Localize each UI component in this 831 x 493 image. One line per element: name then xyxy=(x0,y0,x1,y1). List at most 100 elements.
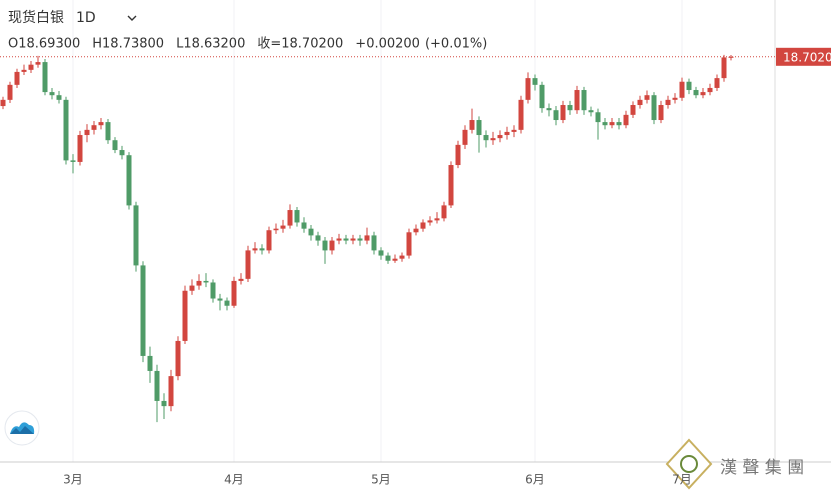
interval[interactable]: 1D xyxy=(76,10,96,26)
x-tick-label: 3月 xyxy=(63,473,83,487)
candle-body xyxy=(469,120,475,130)
candle-body xyxy=(161,400,167,407)
candle-body xyxy=(637,99,643,106)
candle-body xyxy=(378,250,384,256)
candle-body xyxy=(455,144,461,166)
candle-body xyxy=(630,105,636,115)
candle-body xyxy=(175,340,181,377)
candle-body xyxy=(168,376,174,407)
candle-body xyxy=(154,370,160,401)
candle-body xyxy=(224,300,230,306)
watermark-logo xyxy=(665,438,713,490)
candle-body xyxy=(546,108,552,111)
candle-body xyxy=(434,218,440,221)
candle-body xyxy=(427,220,433,223)
candle-body xyxy=(245,250,251,279)
candle-body xyxy=(665,99,671,106)
candle-body xyxy=(672,97,678,100)
x-tick-label: 4月 xyxy=(224,473,244,487)
candle-body xyxy=(651,95,657,121)
candle-body xyxy=(406,232,412,256)
candle-body xyxy=(133,205,139,266)
candle-body xyxy=(203,280,209,283)
candle-body xyxy=(126,155,132,206)
candle-body xyxy=(301,222,307,229)
candle-body xyxy=(679,81,685,98)
candle-body xyxy=(567,105,573,111)
candle-body xyxy=(42,62,48,93)
candle-body xyxy=(539,84,545,109)
candle-body xyxy=(441,205,447,219)
candle-body xyxy=(21,69,27,72)
candle-body xyxy=(721,57,727,79)
x-tick-label: 5月 xyxy=(371,473,391,487)
candle-body xyxy=(343,238,349,241)
candle-body xyxy=(595,112,601,123)
candle-body xyxy=(483,135,489,141)
candle-body xyxy=(490,138,496,141)
candle-body xyxy=(315,235,321,241)
candle-body xyxy=(308,228,314,236)
candle-body xyxy=(686,81,692,91)
candle-body xyxy=(364,235,370,241)
candle-body xyxy=(294,210,300,223)
ohlc-legend-item: O18.69300 xyxy=(8,37,80,52)
x-tick-label: 7月 xyxy=(672,473,692,487)
candle-body xyxy=(413,228,419,233)
candle-body xyxy=(35,62,41,65)
last-price-box xyxy=(776,47,831,66)
candle-body xyxy=(357,238,363,241)
candle-body xyxy=(602,122,608,126)
candle-body xyxy=(420,222,426,229)
candle-body xyxy=(525,78,531,100)
candle-body xyxy=(147,355,153,371)
candle-body xyxy=(7,84,13,100)
candle-body xyxy=(336,238,342,241)
candle-body xyxy=(462,129,468,145)
candle-body xyxy=(476,120,482,136)
candle-body xyxy=(70,160,76,162)
ohlc-legend-item: H18.73800 xyxy=(92,37,164,52)
candle-body xyxy=(84,129,90,136)
candle-body xyxy=(119,150,125,156)
candle-body xyxy=(609,122,615,126)
candle-body xyxy=(371,235,377,251)
ohlc-legend-item: (+0.01%) xyxy=(425,37,487,52)
candle-body xyxy=(259,248,265,251)
last-price-label: 18.7020 xyxy=(783,50,831,64)
candle-body xyxy=(518,99,524,130)
candle-body xyxy=(231,280,237,306)
candle-body xyxy=(91,125,97,130)
symbol: 现货白银 xyxy=(8,9,64,26)
interval-dropdown[interactable] xyxy=(127,15,137,21)
candle-body xyxy=(560,105,566,121)
candle-body xyxy=(700,92,706,96)
candle-body xyxy=(644,95,650,100)
candle-body xyxy=(63,99,69,161)
ohlc-legend-item: +0.00200 xyxy=(355,37,420,52)
candle-body xyxy=(322,240,328,251)
candle-body xyxy=(266,230,272,251)
ohlc-legend-item: L18.63200 xyxy=(176,37,245,52)
x-tick-label: 6月 xyxy=(525,473,545,487)
candle-body xyxy=(252,248,258,251)
candle-body xyxy=(714,78,720,88)
candle-body xyxy=(287,210,293,226)
candle-body xyxy=(280,225,286,229)
candle-body xyxy=(98,122,104,126)
candle-body xyxy=(448,165,454,206)
candle-body xyxy=(28,64,34,70)
candle-body xyxy=(189,285,195,291)
candle-body xyxy=(329,240,335,251)
candle-body xyxy=(504,131,510,136)
candle-body xyxy=(0,99,6,107)
candle-body xyxy=(140,265,146,356)
candle-body xyxy=(273,228,279,231)
candle-body xyxy=(77,135,83,162)
candle-body xyxy=(105,122,111,141)
candle-body xyxy=(728,56,734,58)
candle-body xyxy=(399,255,405,259)
